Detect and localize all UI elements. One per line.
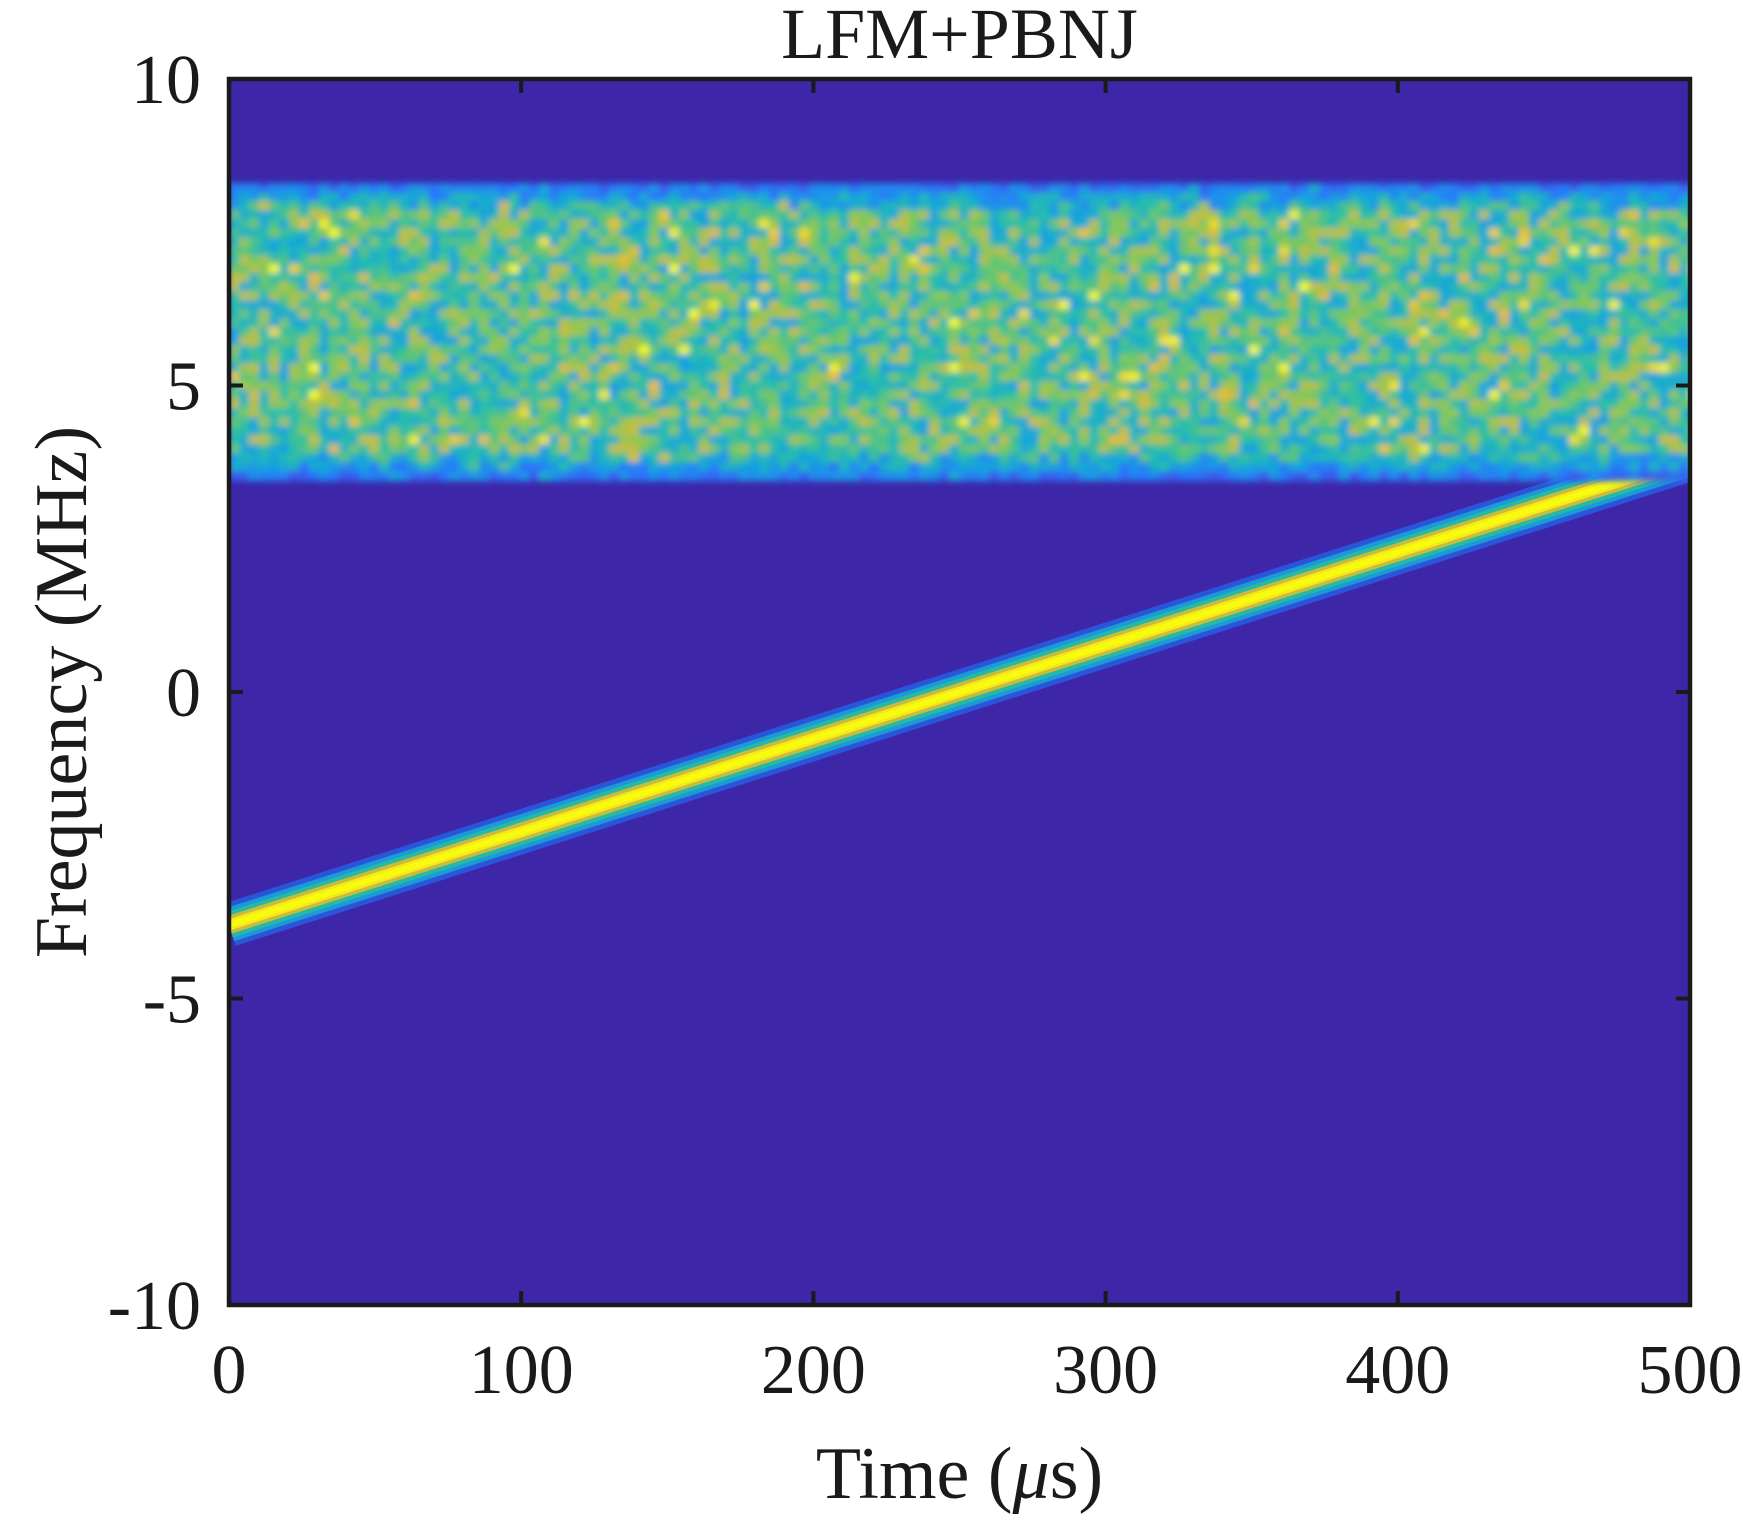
x-tick-label: 500 <box>1638 1332 1743 1409</box>
x-tick-label: 0 <box>212 1332 247 1409</box>
lfm-chirp-line <box>229 438 1690 946</box>
x-axis-label-suffix: s) <box>1050 1433 1103 1515</box>
x-tick-label: 200 <box>761 1332 866 1409</box>
x-axis-label: Time (μs) <box>816 1433 1103 1515</box>
x-axis-label-prefix: Time ( <box>816 1433 1013 1515</box>
y-tick-label: 10 <box>131 42 201 119</box>
x-tick-label: 300 <box>1053 1332 1158 1409</box>
x-tick-label: 100 <box>469 1332 574 1409</box>
chart-title: LFM+PBNJ <box>781 0 1138 74</box>
noise-jamming-band <box>229 183 1690 482</box>
y-tick-label: 5 <box>166 349 201 426</box>
x-axis-label-unit-symbol: μ <box>1012 1433 1050 1515</box>
x-tick-label: 400 <box>1345 1332 1450 1409</box>
y-axis-label: Frequency (MHz) <box>21 426 103 958</box>
y-tick-label: 0 <box>166 655 201 732</box>
y-tick-label: -5 <box>143 962 201 1039</box>
heatmap-layer <box>229 183 1690 946</box>
tick-layer: 0 100 200 300 400 500 -10 -5 0 5 10 <box>108 42 1743 1409</box>
y-tick-label: -10 <box>108 1268 201 1345</box>
